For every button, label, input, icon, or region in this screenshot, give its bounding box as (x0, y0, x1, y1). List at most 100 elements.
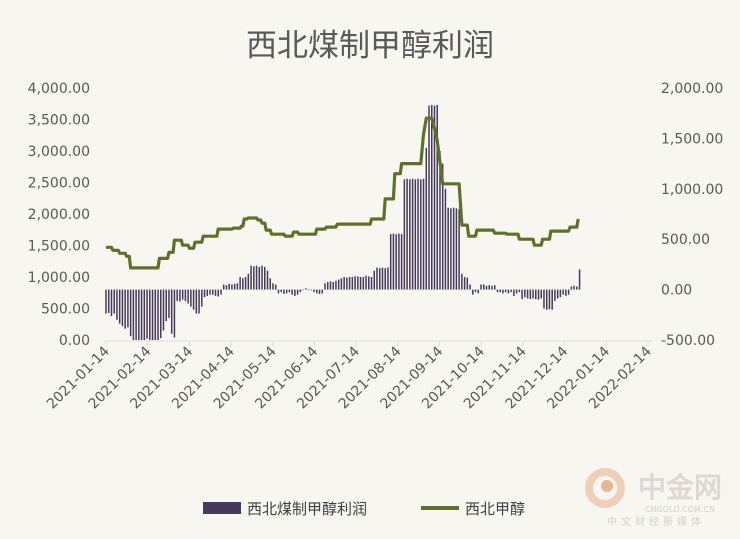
bar (220, 289, 222, 295)
right-axis-ticks: -500.00 0.00 500.00 1,000.00 1,500.00 2,000.0… (661, 81, 723, 349)
right-tick-label: 1,500.00 (661, 131, 723, 147)
bar (458, 208, 460, 290)
bar (521, 289, 523, 300)
bar (504, 289, 507, 293)
bar (529, 289, 532, 300)
bar (165, 289, 167, 322)
bar (231, 284, 233, 290)
watermark-logo: 中金网 CNGOLD.COM.CN 中文财经新媒体 (585, 468, 722, 528)
bar (578, 269, 581, 290)
bar (368, 276, 370, 290)
bar (450, 208, 452, 290)
bar (381, 267, 384, 290)
bar (299, 289, 302, 293)
bar (362, 277, 365, 290)
bar (222, 284, 225, 290)
bar (190, 289, 192, 307)
bar (195, 289, 198, 314)
bar (436, 105, 438, 290)
bar (116, 289, 118, 320)
bar (351, 277, 354, 290)
bar (474, 289, 477, 293)
bar (225, 285, 228, 290)
bar (376, 267, 378, 290)
bar (343, 277, 345, 290)
bar (168, 289, 170, 318)
bar (250, 265, 252, 290)
logo-icon-core (601, 480, 613, 492)
bar (378, 268, 381, 290)
bar (551, 289, 553, 310)
bar (499, 289, 501, 293)
bar (573, 285, 575, 290)
bar (400, 234, 403, 290)
bar (570, 286, 573, 290)
bar (212, 289, 214, 295)
left-tick-label: 1,000.00 (28, 270, 90, 286)
bar (354, 276, 356, 290)
bar (269, 278, 271, 290)
bar (433, 105, 436, 290)
bar (181, 289, 184, 300)
bar (392, 233, 395, 290)
watermark-brand: 中金网 (638, 471, 722, 504)
bar (107, 289, 110, 313)
bar (149, 289, 151, 340)
bar (403, 179, 406, 290)
bar (261, 265, 263, 290)
bar (192, 289, 195, 310)
bar (198, 289, 200, 314)
bar (310, 289, 313, 291)
bar (441, 163, 444, 290)
bar (406, 178, 408, 290)
bar (548, 289, 551, 310)
bar (214, 289, 217, 296)
bar (146, 289, 148, 339)
bar (140, 289, 143, 340)
bar (384, 268, 386, 290)
bar (291, 289, 293, 295)
legend-bar-swatch (203, 502, 241, 514)
bar (258, 266, 261, 290)
bar (206, 289, 209, 296)
bar (526, 289, 529, 299)
bar (105, 289, 107, 314)
bar (483, 284, 485, 290)
bar (357, 276, 359, 290)
bar (113, 289, 115, 314)
bar (515, 289, 518, 294)
bar (417, 178, 419, 290)
right-tick-label: 2,000.00 (661, 81, 723, 97)
bar (179, 289, 181, 302)
bar (143, 289, 146, 340)
bar (559, 289, 562, 298)
bar (244, 277, 247, 290)
bar (540, 289, 542, 299)
line-series (106, 116, 580, 270)
right-tick-label: 0.00 (661, 283, 692, 299)
bar (272, 283, 274, 290)
bar (387, 267, 389, 290)
left-tick-label: 0.00 (59, 333, 90, 349)
bar (294, 289, 296, 296)
watermark-tagline: 中文财经新媒体 (607, 515, 705, 528)
bar (373, 270, 376, 290)
watermark-domain: CNGOLD.COM.CN (645, 505, 715, 514)
bar (469, 284, 471, 290)
legend-line-label: 西北甲醇 (465, 500, 525, 518)
bar (239, 277, 241, 290)
bar (253, 266, 255, 290)
bar (255, 265, 258, 290)
bar (324, 283, 326, 290)
bar (173, 289, 176, 338)
bar (157, 289, 159, 340)
bar (477, 289, 480, 294)
bar (285, 289, 288, 294)
right-tick-label: 500.00 (661, 232, 710, 248)
bar (266, 270, 269, 290)
bar (233, 283, 236, 290)
bar (203, 289, 206, 298)
bar (370, 277, 373, 290)
